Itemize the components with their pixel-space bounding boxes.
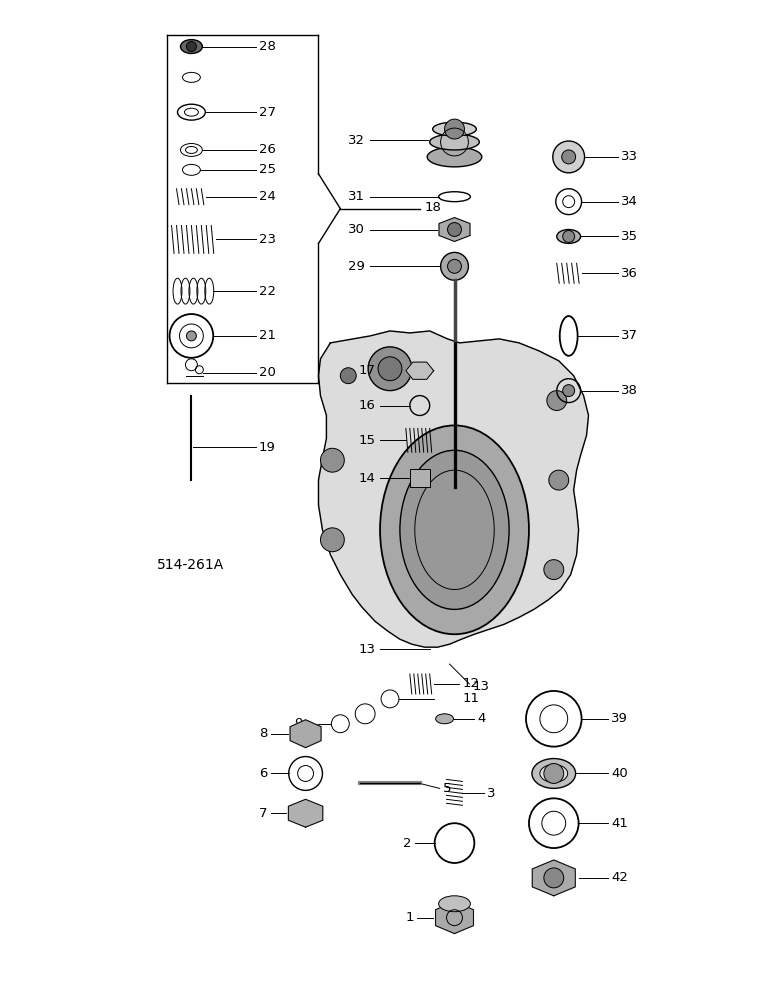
Text: 12: 12 bbox=[462, 677, 479, 690]
Polygon shape bbox=[439, 218, 470, 241]
Bar bbox=[410, 469, 430, 487]
Text: 4: 4 bbox=[477, 712, 486, 725]
Circle shape bbox=[563, 385, 574, 397]
Circle shape bbox=[543, 868, 564, 888]
Text: 13: 13 bbox=[472, 680, 489, 693]
Ellipse shape bbox=[380, 425, 529, 634]
Text: 28: 28 bbox=[259, 40, 276, 53]
Text: 9: 9 bbox=[294, 717, 303, 730]
Circle shape bbox=[543, 764, 564, 783]
Polygon shape bbox=[406, 362, 434, 379]
Circle shape bbox=[368, 347, 411, 391]
Text: 11: 11 bbox=[462, 692, 479, 705]
Ellipse shape bbox=[400, 450, 509, 609]
Text: 38: 38 bbox=[621, 384, 638, 397]
Text: 19: 19 bbox=[259, 441, 276, 454]
Text: 21: 21 bbox=[259, 329, 276, 342]
Circle shape bbox=[340, 368, 356, 384]
Text: 3: 3 bbox=[487, 787, 496, 800]
Ellipse shape bbox=[432, 122, 476, 136]
Text: 5: 5 bbox=[442, 782, 451, 795]
Ellipse shape bbox=[438, 896, 470, 912]
Circle shape bbox=[562, 150, 576, 164]
Ellipse shape bbox=[427, 147, 482, 167]
Text: 26: 26 bbox=[259, 143, 276, 156]
Text: 2: 2 bbox=[403, 837, 411, 850]
Text: 17: 17 bbox=[358, 364, 375, 377]
Ellipse shape bbox=[181, 40, 202, 53]
Text: 25: 25 bbox=[259, 163, 276, 176]
Text: 41: 41 bbox=[611, 817, 628, 830]
Circle shape bbox=[320, 528, 344, 552]
Text: 39: 39 bbox=[611, 712, 628, 725]
Ellipse shape bbox=[532, 759, 576, 788]
Text: 40: 40 bbox=[611, 767, 628, 780]
Circle shape bbox=[445, 119, 465, 139]
Circle shape bbox=[563, 231, 574, 242]
Text: 14: 14 bbox=[358, 472, 375, 485]
Polygon shape bbox=[532, 860, 575, 896]
Circle shape bbox=[187, 331, 196, 341]
Polygon shape bbox=[290, 720, 321, 748]
Text: 13: 13 bbox=[358, 643, 375, 656]
Circle shape bbox=[448, 259, 462, 273]
Circle shape bbox=[441, 252, 469, 280]
Circle shape bbox=[543, 560, 564, 580]
Text: 32: 32 bbox=[348, 134, 365, 147]
Text: 37: 37 bbox=[621, 329, 638, 342]
Polygon shape bbox=[435, 902, 473, 934]
Text: 34: 34 bbox=[621, 195, 638, 208]
Text: 31: 31 bbox=[348, 190, 365, 203]
Circle shape bbox=[547, 391, 567, 410]
Circle shape bbox=[448, 223, 462, 236]
Ellipse shape bbox=[540, 765, 567, 782]
Text: 35: 35 bbox=[621, 230, 638, 243]
Text: 8: 8 bbox=[259, 727, 268, 740]
Circle shape bbox=[553, 141, 584, 173]
Ellipse shape bbox=[435, 714, 453, 724]
Text: 18: 18 bbox=[425, 201, 442, 214]
Circle shape bbox=[320, 448, 344, 472]
Text: 1: 1 bbox=[405, 911, 414, 924]
Circle shape bbox=[549, 470, 569, 490]
Text: 30: 30 bbox=[348, 223, 365, 236]
Text: 15: 15 bbox=[358, 434, 375, 447]
Text: 42: 42 bbox=[611, 871, 628, 884]
Text: 20: 20 bbox=[259, 366, 276, 379]
Text: 29: 29 bbox=[348, 260, 365, 273]
Text: 514-261A: 514-261A bbox=[157, 558, 224, 572]
Text: 7: 7 bbox=[259, 807, 268, 820]
Text: 22: 22 bbox=[259, 285, 276, 298]
Text: 16: 16 bbox=[358, 399, 375, 412]
Text: 33: 33 bbox=[621, 150, 638, 163]
Ellipse shape bbox=[557, 230, 581, 243]
Polygon shape bbox=[289, 799, 323, 827]
Text: 24: 24 bbox=[259, 190, 276, 203]
Text: 27: 27 bbox=[259, 106, 276, 119]
Circle shape bbox=[378, 357, 402, 381]
Text: 23: 23 bbox=[259, 233, 276, 246]
Ellipse shape bbox=[430, 134, 479, 150]
Text: 6: 6 bbox=[259, 767, 268, 780]
Text: 36: 36 bbox=[621, 267, 638, 280]
Polygon shape bbox=[319, 331, 588, 647]
Circle shape bbox=[187, 42, 196, 52]
